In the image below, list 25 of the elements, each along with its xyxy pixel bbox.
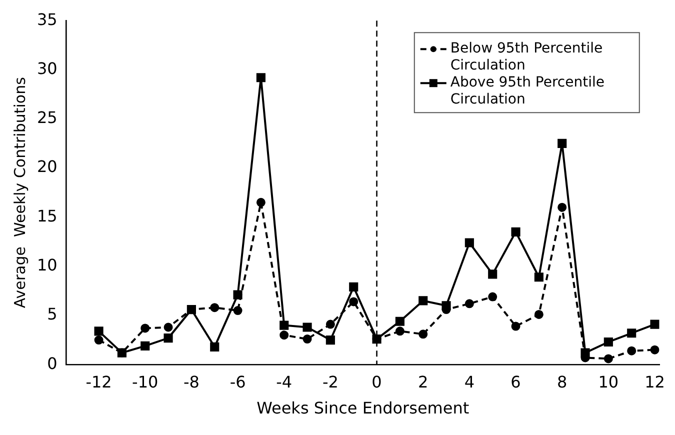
x-axis-title: Weeks Since Endorsement: [256, 398, 470, 418]
x-tick-label: 8: [557, 372, 568, 392]
y-tick-label: 10: [37, 255, 58, 274]
y-tick-label: 5: [47, 304, 58, 324]
legend-label: Below 95th Percentile Circulation: [450, 40, 603, 74]
y-tick-label: 20: [37, 157, 58, 176]
x-tick-label: -4: [276, 372, 292, 392]
x-tick-label: 4: [464, 372, 475, 392]
x-tick-label: 0: [372, 372, 382, 392]
x-tick-label: -10: [132, 372, 158, 392]
x-tick-label: 10: [598, 372, 619, 392]
x-tick-label: -12: [86, 372, 112, 392]
x-tick-label: 2: [418, 372, 428, 392]
y-tick-label: 35: [37, 10, 58, 29]
x-tick-label: 6: [510, 372, 521, 392]
x-tick-label: -6: [230, 372, 246, 392]
x-tick-label: 12: [644, 372, 665, 392]
y-tick-label: 30: [37, 58, 58, 78]
x-tick-label: -2: [322, 372, 338, 392]
legend-label: Above 95th Percentile Circulation: [450, 74, 604, 108]
y-tick-label: 0: [47, 354, 58, 373]
x-tick-label: -8: [183, 372, 200, 392]
y-tick-label: 15: [37, 206, 58, 226]
y-tick-label: 25: [37, 108, 58, 128]
y-axis-title: Average Weekly Contributions: [10, 76, 29, 308]
